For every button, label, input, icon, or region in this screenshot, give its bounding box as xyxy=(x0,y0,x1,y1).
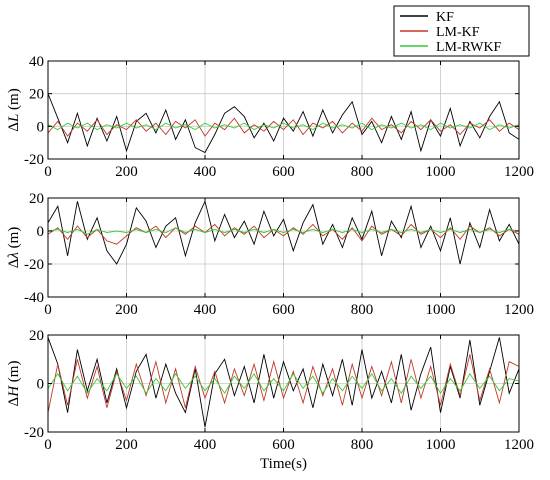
panel-H-ylabel-unit: (m) xyxy=(6,361,22,386)
panel-H-ylabel-symbol: H xyxy=(6,385,22,398)
panel-H-xtick-label: 1000 xyxy=(426,437,456,453)
panel-lambda-ytick-label: 20 xyxy=(29,191,44,207)
panel-L-xtick-label: 800 xyxy=(351,164,374,180)
panel-H-xtick-label: 800 xyxy=(351,437,374,453)
panel-H-ylabel: ΔH (m) xyxy=(6,361,22,407)
panel-lambda-xtick-label: 400 xyxy=(194,302,217,318)
panel-H-series-lm-rwkf xyxy=(48,372,519,395)
panel-L-ytick-label: 40 xyxy=(29,54,44,70)
panel-lambda-ylabel-symbol: λ xyxy=(6,252,22,260)
panel-lambda-series-lm-kf xyxy=(48,223,519,245)
panel-lambda-ylabel-prefix: Δ xyxy=(6,258,22,268)
panel-lambda-series-kf xyxy=(48,199,519,265)
panel-L-ylabel-symbol: L xyxy=(6,114,22,123)
panel-lambda-ylabel: Δλ (m) xyxy=(6,227,22,269)
panel-L-xtick-label: 1000 xyxy=(426,164,456,180)
panel-L-ylabel: ΔL (m) xyxy=(6,88,22,131)
panel-L-ylabel-unit: (m) xyxy=(6,88,22,113)
panel-lambda-xtick-label: 600 xyxy=(272,302,295,318)
panel-L-ytick-label: 0 xyxy=(37,119,45,135)
panel-lambda-xtick-label: 1000 xyxy=(426,302,456,318)
legend-label-kf: KF xyxy=(436,10,454,25)
panel-H-ytick-label: 0 xyxy=(37,377,45,393)
panel-L-series-lm-rwkf xyxy=(48,122,519,131)
panel-H-xtick-label: 1200 xyxy=(504,437,534,453)
panel-L-xtick-label: 600 xyxy=(272,164,295,180)
panel-H-ylabel-prefix: Δ xyxy=(6,396,22,406)
panel-lambda-ylabel-unit: (m) xyxy=(6,227,22,252)
panel-lambda-ytick-label: 0 xyxy=(37,224,45,240)
panel-lambda-xtick-label: 1200 xyxy=(504,302,534,318)
panel-L-ylabel-prefix: Δ xyxy=(6,122,22,132)
panel-L-xtick-label: 0 xyxy=(44,164,52,180)
panel-lambda: 0 200 400 600 800 1000 1200 -40 -20 0 20 Δλ (m) xyxy=(6,191,534,318)
panel-H-ytick-label: -20 xyxy=(24,425,44,441)
panel-H-series-lm-kf xyxy=(48,354,519,413)
panel-L-xtick-label: 1200 xyxy=(504,164,534,180)
panel-L-xtick-label: 200 xyxy=(115,164,138,180)
panel-L-series-kf xyxy=(48,93,519,154)
panel-L-ytick-label: 20 xyxy=(29,87,44,103)
panel-H-ytick-label: 20 xyxy=(29,328,44,344)
x-axis-label: Time(s) xyxy=(260,456,307,472)
legend-label-lm-rwkf: LM-RWKF xyxy=(436,40,502,55)
panel-lambda-ytick-label: -20 xyxy=(24,257,44,273)
panel-L-ytick-label: -20 xyxy=(24,152,44,168)
panel-L-series-lm-kf xyxy=(48,117,519,137)
panel-lambda-xtick-label: 800 xyxy=(351,302,374,318)
panel-lambda-xtick-label: 200 xyxy=(115,302,138,318)
panel-lambda-ytick-label: -40 xyxy=(24,290,44,306)
panel-lambda-series-lm-rwkf xyxy=(48,227,519,235)
panel-H-xtick-label: 0 xyxy=(44,437,52,453)
panel-lambda-xtick-label: 0 xyxy=(44,302,52,318)
panel-H-xtick-label: 200 xyxy=(115,437,138,453)
panel-H-xtick-label: 400 xyxy=(194,437,217,453)
legend-label-lm-kf: LM-KF xyxy=(436,25,480,40)
panel-L-xtick-label: 400 xyxy=(194,164,217,180)
panel-H-series-kf xyxy=(48,337,519,428)
panel-H-xtick-label: 600 xyxy=(272,437,295,453)
